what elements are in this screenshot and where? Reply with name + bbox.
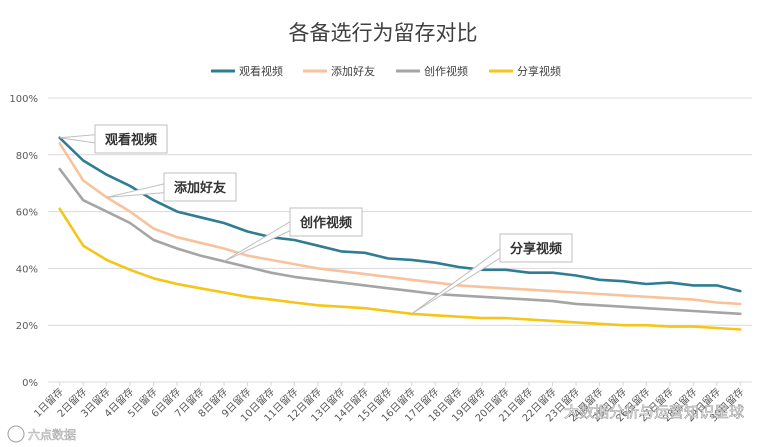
series-line: [58, 142, 742, 306]
callout-box: [499, 233, 573, 263]
y-tick-label: 40%: [16, 264, 38, 275]
y-tick-label: 100%: [9, 94, 38, 105]
callout-box: [94, 124, 168, 154]
callout-label: 观看视频: [105, 132, 157, 148]
callout-label: 分享视频: [510, 241, 562, 257]
watermark-text: 大数据分析与运营知识星球: [564, 403, 744, 421]
legend-label: 观看视频: [239, 64, 283, 78]
chart-title: 各备选行为留存对比: [289, 21, 478, 45]
y-tick-label: 0%: [22, 378, 38, 389]
legend-label: 添加好友: [331, 64, 375, 78]
y-axis-ticks: 0% 20% 40% 60% 80% 100%: [9, 94, 38, 389]
callout-joint: [166, 183, 172, 191]
series-line: [58, 136, 742, 293]
callout-joint: [97, 135, 103, 143]
watermark-left: 六点数据: [7, 425, 76, 443]
callout-joint: [292, 218, 298, 226]
legend-label: 创作视频: [424, 64, 468, 78]
callout-box: [163, 172, 237, 202]
callout-label: 添加好友: [174, 180, 226, 196]
callout-label: 创作视频: [299, 215, 352, 231]
y-tick-label: 80%: [16, 151, 38, 162]
callout-box: [289, 207, 363, 237]
series-line: [58, 167, 742, 316]
watermark-logo-icon: [7, 425, 25, 443]
watermark-left-text: 六点数据: [28, 427, 76, 442]
series-lines: [58, 136, 742, 331]
y-tick-label: 20%: [16, 321, 38, 332]
callout-joint: [502, 244, 508, 252]
legend-label: 分享视频: [517, 64, 561, 78]
series-line: [58, 207, 742, 331]
y-tick-label: 60%: [16, 208, 38, 219]
legend: 观看视频 添加好友 创作视频 分享视频: [211, 64, 561, 78]
